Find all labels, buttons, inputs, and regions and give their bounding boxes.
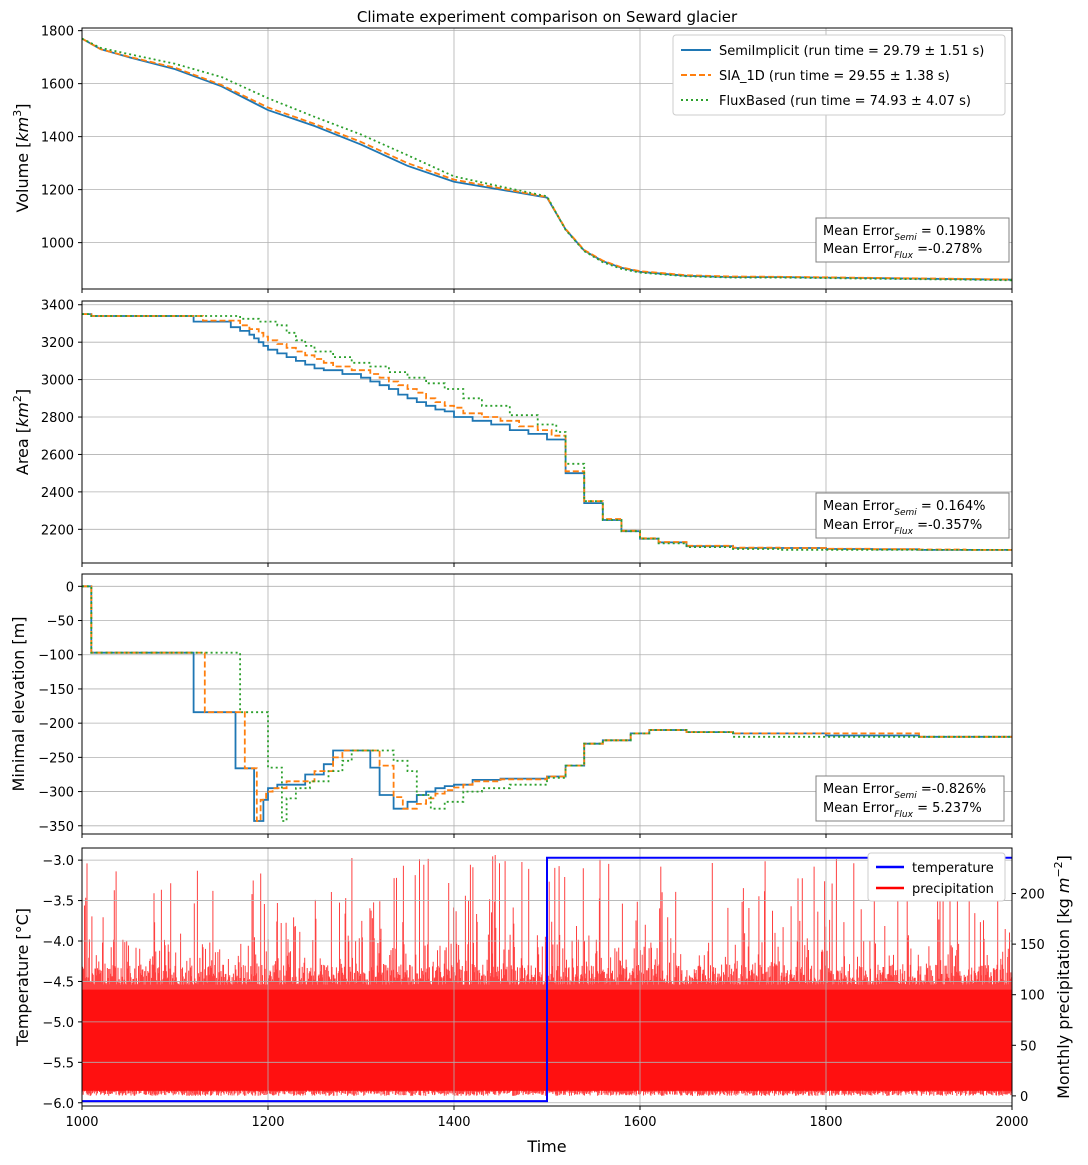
legend-box — [672, 34, 1006, 116]
climate-y-ticks: −3.0 −3.5 −4.0 −4.5 −5.0 −5.5 −6.0 — [42, 854, 82, 1112]
y-tick-label: 2800 — [41, 411, 74, 426]
y-tick-label: 0 — [66, 580, 74, 595]
y-tick-label: −50 — [47, 615, 74, 630]
legend-label-temperature: temperature — [912, 861, 994, 876]
volume-y-label: Volume [km3] — [11, 104, 32, 213]
legend-label-precipitation: precipitation — [912, 882, 994, 897]
svg-text:Mean ErrorSemi = 0.198%: Mean ErrorSemi = 0.198% — [823, 224, 986, 243]
elevation-panel: 0 −50 −100 −150 −200 −250 −300 −350 Minimal ele… — [9, 573, 1013, 838]
x-tick-label: 1400 — [437, 1115, 470, 1130]
svg-text:Mean ErrorFlux =-0.357%: Mean ErrorFlux =-0.357% — [823, 518, 982, 537]
y-tick-label: −100 — [38, 649, 74, 664]
series-line-flux — [82, 585, 1012, 822]
error-box-volume: Mean ErrorSemi = 0.198% Mean ErrorFlux =… — [815, 217, 1010, 263]
y-tick-label: −4.5 — [42, 975, 74, 990]
y2-tick-label: 100 — [1020, 989, 1045, 1004]
y-tick-label: −3.5 — [42, 895, 74, 910]
y-tick-label: 3400 — [41, 299, 74, 314]
y-tick-label: 1800 — [41, 25, 74, 40]
series-line-flux — [82, 313, 1012, 551]
y2-tick-label: 50 — [1020, 1039, 1037, 1054]
temperature-series — [82, 856, 1012, 1103]
y-tick-label: 1400 — [41, 131, 74, 146]
y-tick-label: −250 — [38, 751, 74, 766]
elevation-y-ticks: 0 −50 −100 −150 −200 −250 −300 −350 — [38, 580, 82, 835]
volume-axes-frame — [81, 27, 1013, 290]
y-tick-label: 2400 — [41, 486, 74, 501]
y2-tick-label: 0 — [1020, 1090, 1028, 1105]
series-line-sia — [82, 313, 1012, 551]
legend-label-semi: SemiImplicit (run time = 29.79 ± 1.51 s) — [719, 44, 984, 59]
x-tick-label: 1200 — [251, 1115, 284, 1130]
x-axis-ticks: 1000 1200 1400 1600 1800 2000 — [65, 1115, 1028, 1130]
y-tick-label: 1600 — [41, 78, 74, 93]
temperature-y-label: Temperature [°C] — [13, 908, 32, 1047]
series-line-flux — [81, 37, 1013, 282]
y-tick-label: 1000 — [41, 237, 74, 252]
x-tick-label: 1000 — [65, 1115, 98, 1130]
precipitation-y-label: Monthly precipitation [kg m−2] — [1052, 855, 1073, 1099]
y-tick-label: 3200 — [41, 336, 74, 351]
chart-title: Climate experiment comparison on Seward … — [357, 8, 738, 26]
area-lines — [82, 313, 1012, 551]
area-y-label: Area [km2] — [11, 389, 32, 475]
y2-tick-label: 200 — [1020, 888, 1045, 903]
area-y-ticks: 2200 2400 2600 2800 3000 3200 3400 — [41, 299, 82, 538]
climate-axes-frame — [81, 847, 1013, 1107]
legend: SemiImplicit (run time = 29.79 ± 1.51 s)… — [672, 34, 1006, 116]
y-tick-label: −150 — [38, 683, 74, 698]
y2-tick-label: 150 — [1020, 938, 1045, 953]
x-tick-label: 1600 — [623, 1115, 656, 1130]
y-tick-label: −350 — [38, 820, 74, 835]
y-tick-label: −6.0 — [42, 1097, 74, 1112]
volume-y-ticks: 1000 1200 1400 1600 1800 — [41, 25, 82, 252]
x-tick-label: 2000 — [995, 1115, 1028, 1130]
y-tick-label: −3.0 — [42, 854, 74, 869]
legend-label-flux: FluxBased (run time = 74.93 ± 4.07 s) — [719, 94, 971, 109]
elevation-axes-frame — [81, 573, 1013, 835]
climate-y2-ticks: 0 50 100 150 200 — [1012, 888, 1045, 1105]
x-axis-label: Time — [526, 1137, 566, 1156]
svg-text:Mean ErrorSemi =-0.826%: Mean ErrorSemi =-0.826% — [823, 782, 986, 801]
elevation-y-label: Minimal elevation [m] — [9, 617, 28, 792]
y-tick-label: 2200 — [41, 523, 74, 538]
x-tick-label: 1800 — [809, 1115, 842, 1130]
y-tick-label: −5.5 — [42, 1056, 74, 1071]
y-tick-label: −300 — [38, 786, 74, 801]
y-tick-label: −4.0 — [42, 935, 74, 950]
y-tick-label: 2600 — [41, 448, 74, 463]
series-line-semi — [82, 585, 1012, 822]
svg-text:Mean ErrorSemi = 0.164%: Mean ErrorSemi = 0.164% — [823, 499, 986, 518]
svg-text:Mean ErrorFlux = 5.237%: Mean ErrorFlux = 5.237% — [823, 801, 982, 820]
legend-label-sia: SIA_1D (run time = 29.55 ± 1.38 s) — [719, 69, 950, 84]
series-line-temperature — [82, 856, 1012, 1103]
climate-panel: −3.0 −3.5 −4.0 −4.5 −5.0 −5.5 −6.0 0 50 100 150 20… — [13, 847, 1073, 1112]
y-tick-label: −200 — [38, 717, 74, 732]
volume-lines — [81, 37, 1013, 282]
elevation-lines — [82, 585, 1012, 822]
y-tick-label: 1200 — [41, 184, 74, 199]
volume-panel: 1000 1200 1400 1600 1800 Volume [km3] SemiIm… — [11, 25, 1013, 293]
y-tick-label: −5.0 — [42, 1016, 74, 1031]
svg-text:Mean ErrorFlux =-0.278%: Mean ErrorFlux =-0.278% — [823, 242, 982, 261]
error-box-elevation: Mean ErrorSemi =-0.826% Mean ErrorFlux =… — [815, 775, 1005, 822]
error-box-area: Mean ErrorSemi = 0.164% Mean ErrorFlux =… — [815, 492, 1010, 539]
area-axes-frame — [81, 300, 1013, 564]
climate-legend: temperature precipitation — [867, 852, 1006, 902]
y-tick-label: 3000 — [41, 374, 74, 389]
